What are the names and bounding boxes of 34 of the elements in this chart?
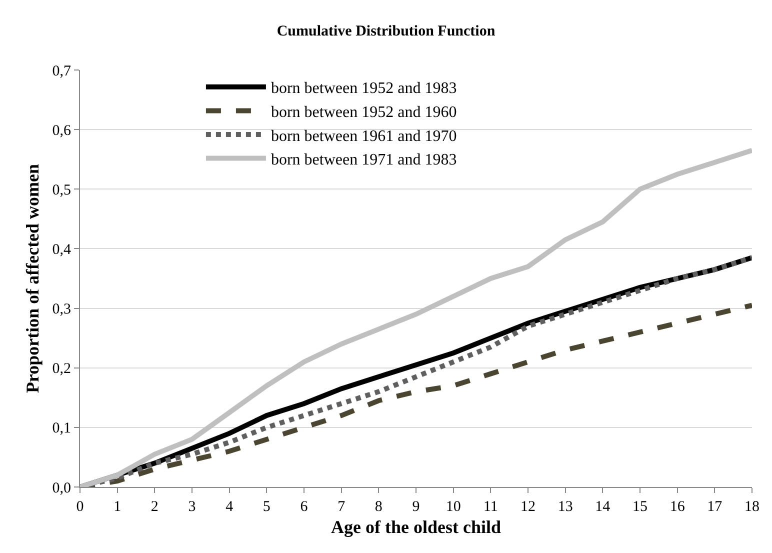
x-tick-label: 10 bbox=[446, 499, 461, 515]
x-tick-label: 15 bbox=[632, 499, 648, 515]
y-tick-label: 0,0 bbox=[52, 480, 71, 496]
x-tick-label: 11 bbox=[483, 499, 498, 515]
y-tick-label: 0,3 bbox=[52, 302, 71, 318]
x-tick-label: 14 bbox=[595, 499, 611, 515]
x-tick-label: 8 bbox=[374, 499, 382, 515]
x-axis-title: Age of the oldest child bbox=[331, 517, 501, 538]
y-tick-label: 0,7 bbox=[52, 63, 72, 80]
legend-label: born between 1952 and 1983 bbox=[270, 80, 457, 98]
x-tick-label: 0 bbox=[76, 499, 84, 515]
x-tick-label: 5 bbox=[262, 499, 270, 515]
y-tick-label: 0,4 bbox=[52, 242, 72, 258]
x-tick-label: 9 bbox=[412, 499, 420, 515]
y-axis-title: Proportion of affected women bbox=[22, 164, 42, 394]
x-tick-label: 6 bbox=[300, 499, 308, 515]
x-tick-label: 2 bbox=[150, 499, 158, 515]
chart-title: Cumulative Distribution Function bbox=[276, 23, 496, 40]
y-tick-label: 0,1 bbox=[52, 420, 71, 437]
x-tick-label: 4 bbox=[226, 499, 234, 515]
legend-label: born between 1952 and 1960 bbox=[270, 104, 457, 121]
x-tick-label: 16 bbox=[670, 499, 686, 515]
y-tick-label: 0,6 bbox=[52, 122, 72, 139]
legend-label: born between 1961 and 1970 bbox=[270, 128, 457, 145]
x-tick-label: 1 bbox=[114, 499, 122, 515]
x-tick-label: 12 bbox=[520, 499, 536, 515]
x-tick-label: 3 bbox=[188, 499, 196, 515]
legend-label: born between 1971 and 1983 bbox=[270, 152, 457, 169]
x-tick-label: 13 bbox=[558, 499, 573, 515]
y-tick-label: 0,2 bbox=[52, 361, 71, 378]
x-tick-label: 17 bbox=[707, 499, 723, 515]
x-tick-label: 7 bbox=[338, 499, 346, 515]
x-tick-label: 18 bbox=[744, 499, 760, 515]
y-tick-label: 0,5 bbox=[52, 182, 71, 198]
